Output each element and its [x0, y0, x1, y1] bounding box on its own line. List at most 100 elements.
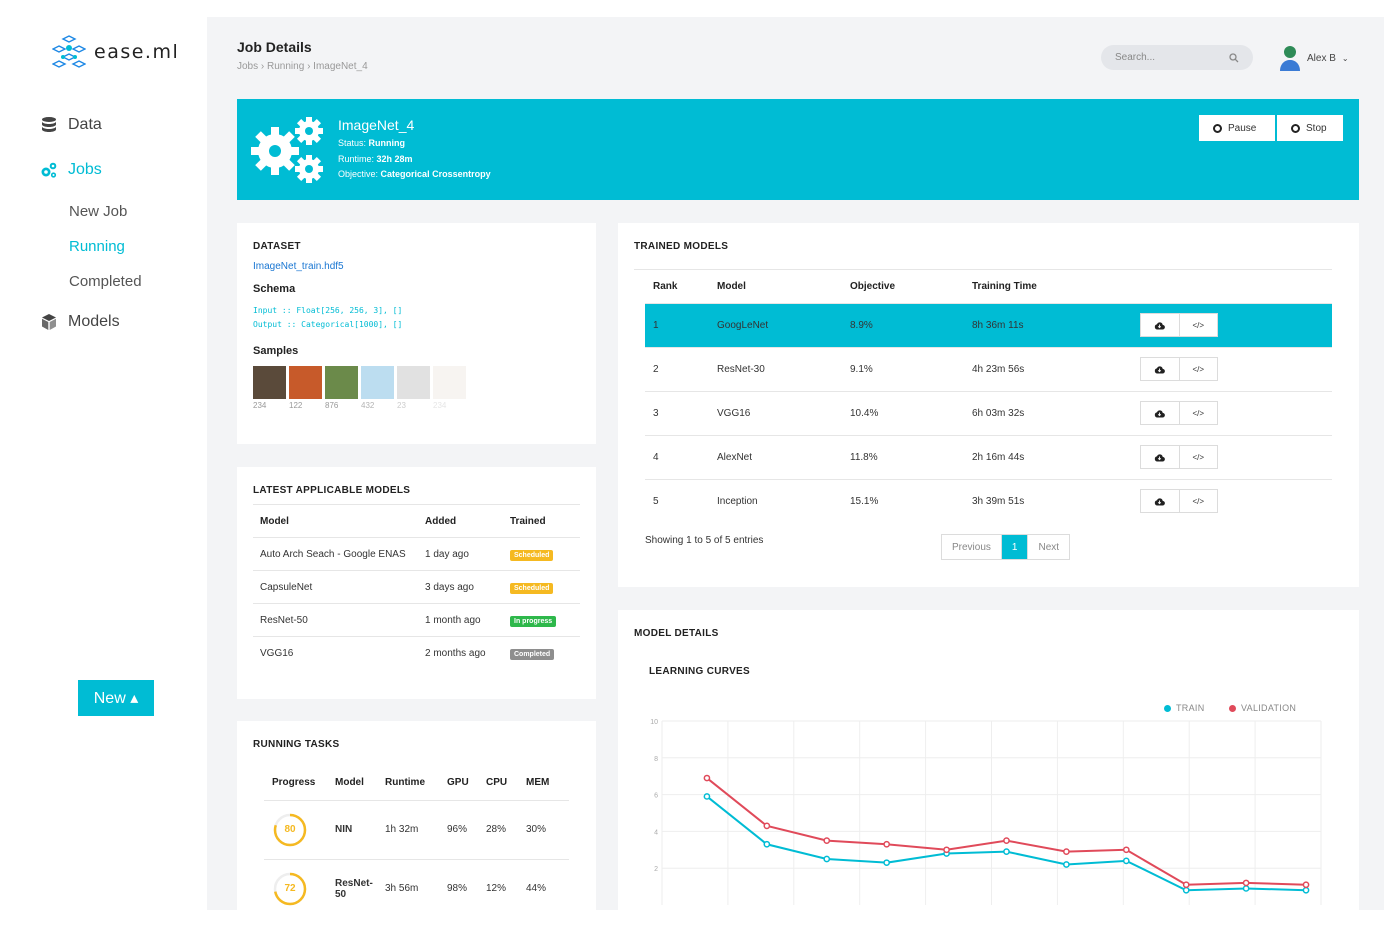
code-icon[interactable]: </> — [1178, 490, 1218, 513]
pause-button[interactable]: Pause — [1199, 115, 1275, 141]
stop-button[interactable]: Stop — [1277, 115, 1343, 141]
task-cpu: 12% — [486, 859, 526, 910]
table-row[interactable]: 2 ResNet-30 9.1% 4h 23m 56s </> — [645, 346, 1332, 391]
sidebar-item-models[interactable]: Models — [40, 313, 120, 331]
chevron-down-icon: ⌄ — [1341, 53, 1349, 63]
model-rank: 1 — [645, 302, 717, 347]
user-name: Alex B — [1307, 52, 1336, 64]
model-objective: 9.1% — [850, 346, 972, 391]
cloud-download-icon[interactable] — [1141, 402, 1179, 424]
brand-name: ease.ml — [94, 41, 180, 63]
cloud-download-icon[interactable] — [1141, 446, 1179, 468]
col-model: Model — [327, 766, 385, 801]
sample-label: 23 — [397, 401, 406, 410]
task-runtime: 3h 56m — [385, 859, 447, 910]
cloud-download-icon[interactable] — [1141, 314, 1179, 336]
running-tasks-card: RUNNING TASKS Progress Model Runtime GPU… — [237, 721, 596, 910]
sidebar-item-jobs[interactable]: Jobs — [40, 161, 102, 179]
model-objective: 11.8% — [850, 434, 972, 479]
data-point — [883, 840, 891, 848]
trained-cell: Scheduled — [510, 537, 580, 571]
table-row[interactable]: 4 AlexNet 11.8% 2h 16m 44s </> — [645, 434, 1332, 479]
code-icon[interactable]: </> — [1178, 446, 1218, 468]
added-date: 1 day ago — [425, 537, 510, 571]
model-details-card: MODEL DETAILS LEARNING CURVES TRAIN VALI… — [618, 610, 1359, 910]
table-row[interactable]: ResNet-50 1 month ago In progress — [253, 603, 580, 637]
data-point — [1122, 857, 1130, 865]
search-icon — [1229, 52, 1239, 62]
search-input[interactable]: Search... — [1101, 45, 1253, 70]
col-objective: Objective — [850, 280, 896, 292]
pager-next[interactable]: Next — [1027, 535, 1069, 559]
samples-labels: 234 122 876 432 23 234 — [253, 401, 466, 410]
sidebar-subitem-completed[interactable]: Completed — [69, 273, 142, 290]
data-point — [1182, 886, 1190, 894]
table-row[interactable]: 72 ResNet-50 3h 56m 98% 12% 44% — [264, 859, 569, 910]
col-added: Added — [425, 504, 510, 538]
status-badge: In progress — [510, 615, 557, 627]
pager-previous[interactable]: Previous — [952, 541, 991, 553]
table-row[interactable]: 1 GoogLeNet 8.9% 8h 36m 11s </> — [645, 302, 1332, 347]
col-gpu: GPU — [447, 766, 486, 801]
sidebar-item-label: Jobs — [68, 161, 102, 178]
table-row[interactable]: Auto Arch Seach - Google ENAS 1 day ago Sc… — [253, 537, 580, 571]
task-cpu: 28% — [486, 800, 526, 860]
model-name: CapsuleNet — [253, 570, 425, 604]
progress-value: 72 — [284, 883, 296, 894]
dataset-title: DATASET — [253, 241, 301, 252]
added-date: 2 months ago — [425, 636, 510, 670]
cloud-download-icon[interactable] — [1141, 358, 1179, 380]
sample-thumbnail[interactable] — [253, 366, 286, 399]
model-objective: 15.1% — [850, 478, 972, 523]
sample-thumbnail[interactable] — [325, 366, 358, 399]
sample-thumbnail[interactable] — [433, 366, 466, 399]
trained-cell: Scheduled — [510, 570, 580, 604]
y-tick-label: 8 — [654, 756, 658, 763]
sidebar-item-label: Data — [68, 116, 102, 133]
legend-validation: VALIDATION — [1229, 703, 1296, 713]
model-training-time: 8h 36m 11s — [972, 302, 1140, 347]
sample-thumbnail[interactable] — [397, 366, 430, 399]
model-name: ResNet-50 — [253, 603, 425, 637]
pager-page-1[interactable]: 1 — [1000, 535, 1028, 559]
running-tasks-title: RUNNING TASKS — [253, 739, 340, 750]
sidebar-item-data[interactable]: Data — [40, 116, 102, 134]
col-rank: Rank — [653, 280, 678, 292]
breadcrumb: Jobs › Running › ImageNet_4 — [237, 61, 368, 72]
data-point — [1182, 881, 1190, 889]
col-trained: Trained — [510, 504, 580, 538]
data-point — [1003, 837, 1010, 844]
sample-thumbnail[interactable] — [289, 366, 322, 399]
table-row[interactable]: 3 VGG16 10.4% 6h 03m 32s </> — [645, 390, 1332, 435]
table-row[interactable]: VGG16 2 months ago Completed — [253, 636, 580, 670]
learning-curves-title: LEARNING CURVES — [649, 666, 750, 677]
entries-info: Showing 1 to 5 of 5 entries — [645, 535, 764, 546]
latest-models-table: Model Added Trained Auto Arch Seach - Go… — [253, 504, 580, 670]
chevron-right-icon: › — [260, 61, 268, 72]
sidebar-subitem-new-job[interactable]: New Job — [69, 203, 128, 220]
logo[interactable]: ease.ml — [52, 34, 179, 70]
code-icon[interactable]: </> — [1178, 314, 1218, 336]
table-row[interactable]: CapsuleNet 3 days ago Scheduled — [253, 570, 580, 604]
sample-label: 432 — [361, 401, 375, 410]
code-icon[interactable]: </> — [1178, 358, 1218, 380]
y-tick-label: 2 — [654, 866, 658, 873]
breadcrumb-jobs[interactable]: Jobs — [237, 61, 259, 72]
data-point — [883, 859, 891, 867]
col-cpu: CPU — [486, 766, 526, 801]
sidebar-item-label: Models — [68, 313, 120, 330]
breadcrumb-running[interactable]: Running — [267, 61, 305, 72]
code-icon[interactable]: </> — [1178, 402, 1218, 424]
user-menu[interactable]: Alex B ⌄ — [1279, 45, 1349, 71]
dataset-file-link[interactable]: ImageNet_train.hdf5 — [253, 261, 344, 272]
table-row[interactable]: 5 Inception 15.1% 3h 39m 51s </> — [645, 478, 1332, 523]
sidebar-subitem-running[interactable]: Running — [69, 238, 125, 255]
cloud-download-icon[interactable] — [1141, 490, 1179, 512]
data-point — [763, 840, 771, 848]
trained-cell: Completed — [510, 636, 580, 670]
sample-thumbnail[interactable] — [361, 366, 394, 399]
sample-label: 876 — [325, 401, 339, 410]
table-row[interactable]: 80 NIN 1h 32m 96% 28% 30% — [264, 800, 569, 860]
new-button[interactable]: New ▴ — [78, 680, 154, 716]
schema-output: Output :: Categorical[1000], [] — [253, 320, 403, 329]
